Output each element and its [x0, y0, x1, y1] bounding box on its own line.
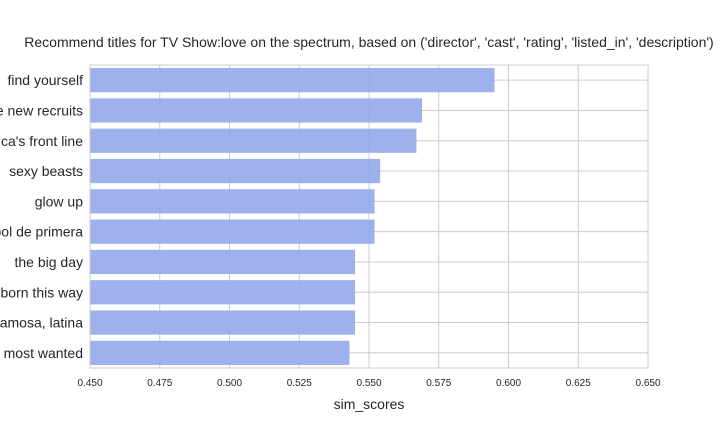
x-tick-labels: 0.450 0.475 0.500 0.525 0.550 0.575 0.600 0.625… — [77, 378, 660, 389]
y-tick-label: fútbol de primera — [0, 224, 83, 240]
bar — [90, 128, 417, 153]
x-tick-label: 0.550 — [356, 378, 381, 389]
bar — [90, 68, 495, 93]
y-tick-label: glow up — [35, 193, 83, 209]
bar — [90, 189, 375, 214]
x-tick-label: 0.475 — [147, 378, 172, 389]
y-tick-labels: find yourself the new recruits africa's fr… — [0, 72, 83, 361]
y-tick-label: africa's front line — [0, 133, 83, 149]
bar — [90, 340, 350, 365]
y-tick-label: sexy beasts — [9, 163, 83, 179]
bar — [90, 280, 356, 305]
bar — [90, 98, 423, 123]
bar — [90, 158, 381, 184]
x-tick-label: 0.600 — [496, 378, 521, 389]
x-tick-label: 0.525 — [287, 378, 312, 389]
y-tick-label: america's most wanted — [0, 345, 83, 361]
x-tick-label: 0.625 — [566, 378, 591, 389]
y-tick-label: find yourself — [8, 72, 84, 88]
bars — [90, 68, 495, 365]
bar — [90, 219, 375, 244]
x-tick-label: 0.575 — [426, 378, 451, 389]
plot-frame — [89, 64, 649, 369]
y-tick-label: the new recruits — [0, 102, 83, 118]
bar — [90, 310, 356, 335]
x-tick-label: 0.450 — [77, 378, 102, 389]
x-axis-label: sim_scores — [334, 396, 405, 412]
x-tick-label: 0.500 — [217, 378, 242, 389]
x-tick-label: 0.650 — [635, 378, 660, 389]
y-tick-label: the big day — [15, 254, 84, 270]
bar — [90, 249, 356, 275]
y-tick-label: famosa, latina — [0, 315, 83, 331]
chart-title: Recommend titles for TV Show:love on the… — [24, 34, 713, 50]
y-tick-label: born this way — [1, 284, 83, 300]
